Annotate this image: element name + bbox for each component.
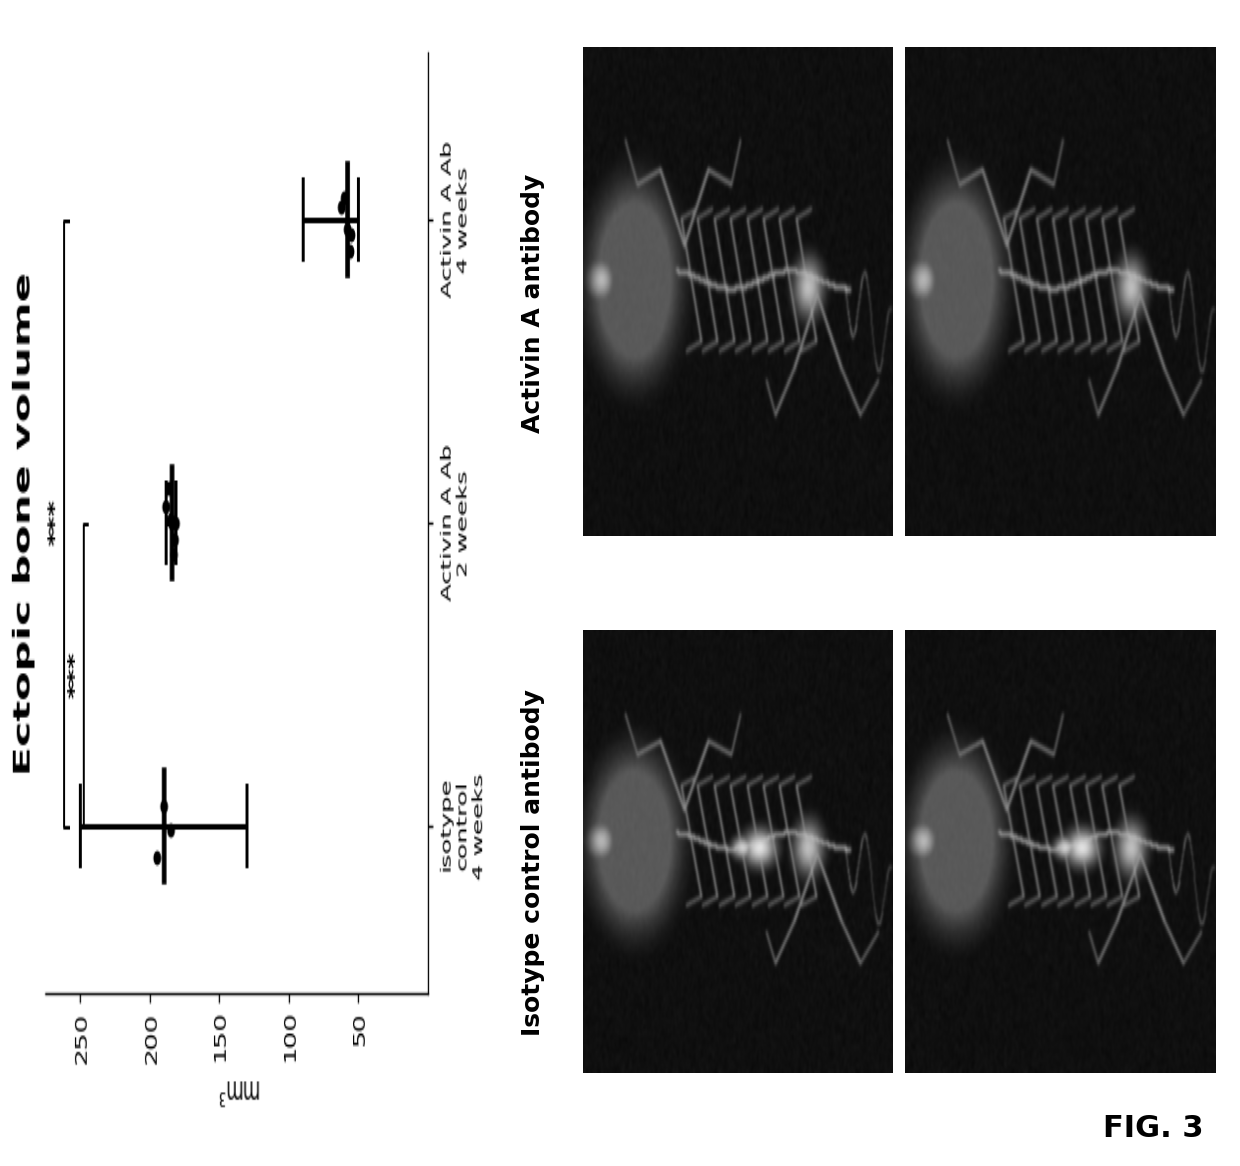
Text: Isotype control antibody: Isotype control antibody bbox=[521, 689, 546, 1037]
Text: Activin A antibody: Activin A antibody bbox=[521, 174, 546, 433]
Text: FIG. 3: FIG. 3 bbox=[1102, 1114, 1204, 1143]
